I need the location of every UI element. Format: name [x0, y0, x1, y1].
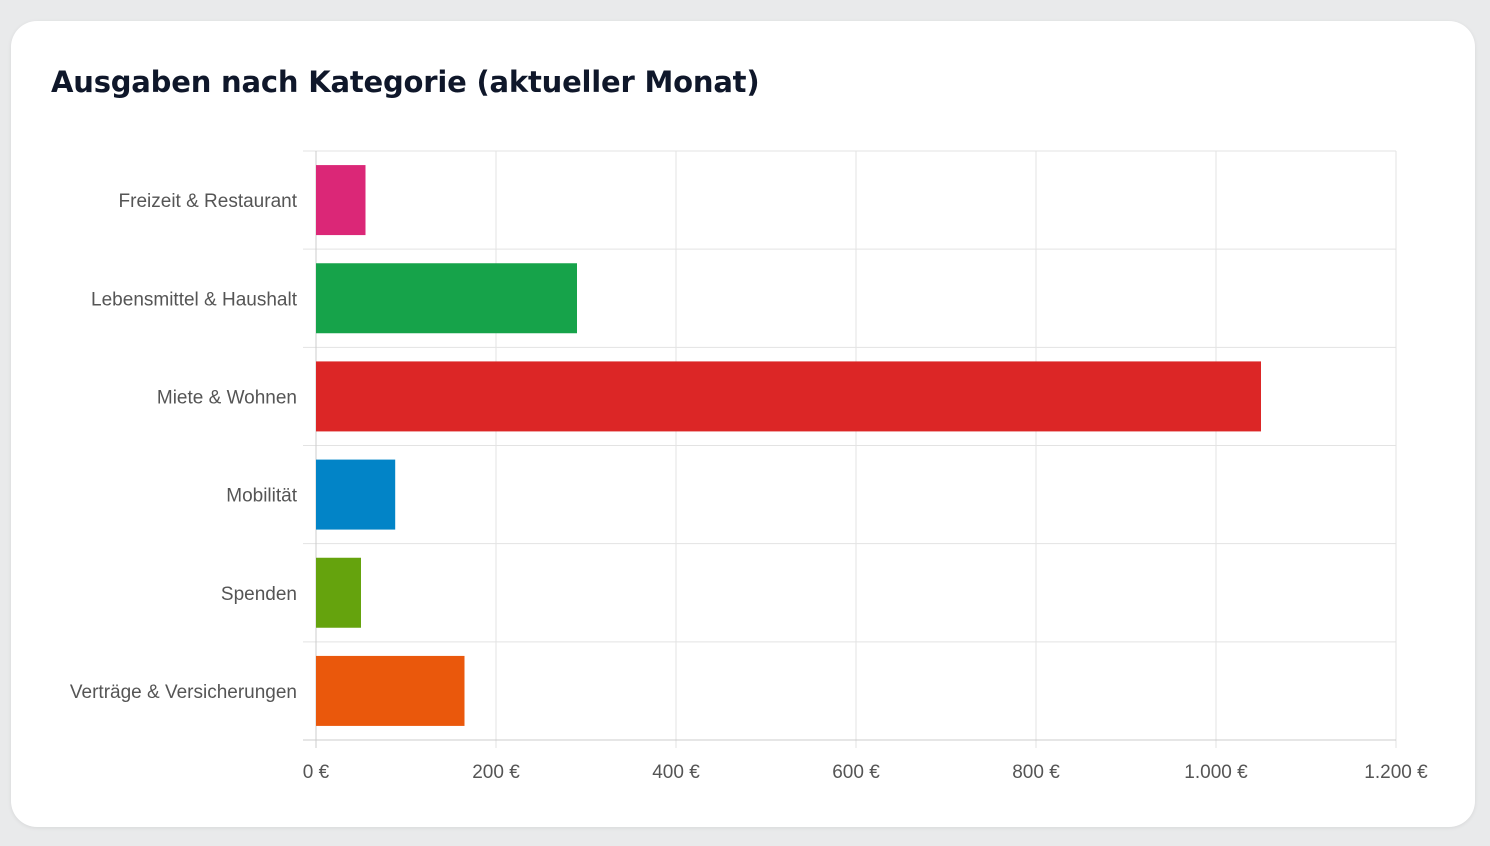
- x-tick-label: 0 €: [303, 762, 330, 783]
- category-label: Freizeit & Restaurant: [119, 191, 298, 212]
- category-label: Mobilität: [226, 486, 297, 507]
- bar: [316, 655, 465, 726]
- label-layer: 0 € 200 € 400 € 600 € 800 € 1.000 € 1.200 € Fre…: [70, 191, 1428, 783]
- category-label: Spenden: [221, 584, 297, 605]
- x-tick-label: 400 €: [652, 762, 700, 783]
- category-label: Lebensmittel & Haushalt: [91, 289, 298, 310]
- category-label: Miete & Wohnen: [157, 387, 297, 408]
- x-tick-label: 600 €: [832, 762, 880, 783]
- chart-title: Ausgaben nach Kategorie (aktueller Monat…: [51, 65, 760, 99]
- x-tick-label: 1.200 €: [1364, 762, 1428, 783]
- bar: [316, 165, 366, 236]
- grid-layer: [303, 150, 1397, 748]
- category-label: Verträge & Versicherungen: [70, 682, 297, 703]
- bar: [316, 459, 396, 530]
- x-tick-label: 800 €: [1012, 762, 1060, 783]
- bar: [316, 361, 1261, 432]
- x-tick-label: 1.000 €: [1184, 762, 1248, 783]
- bar-layer: [316, 165, 1261, 726]
- x-tick-label: 200 €: [472, 762, 520, 783]
- bar: [316, 263, 577, 334]
- bar: [316, 557, 361, 628]
